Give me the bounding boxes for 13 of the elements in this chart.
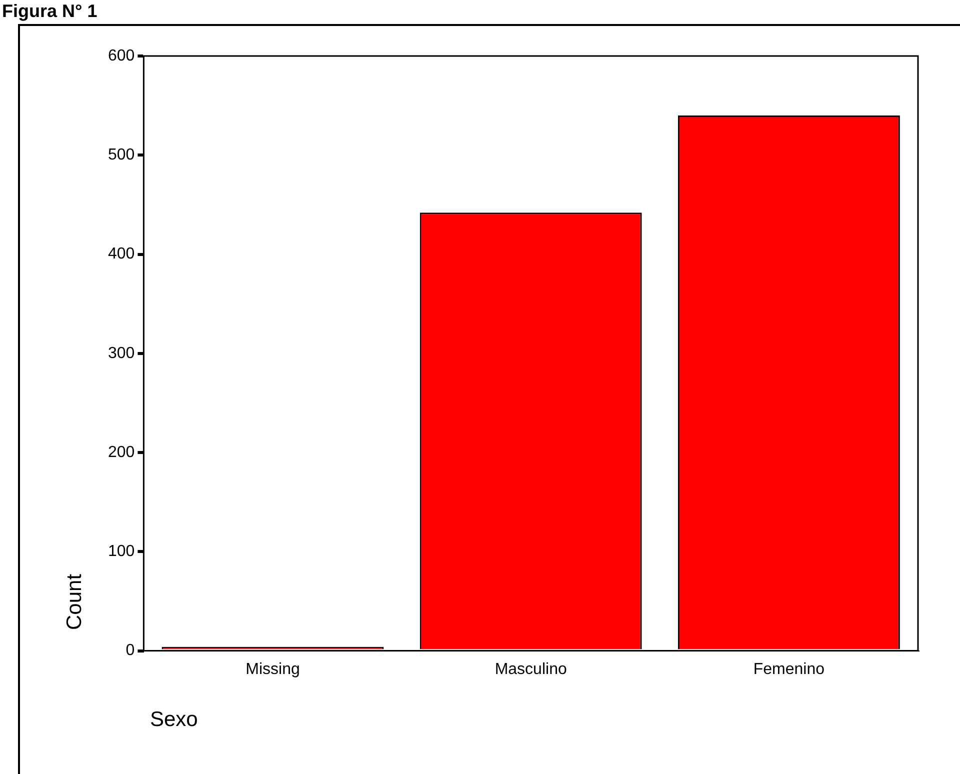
y-tick-label: 400 <box>108 246 135 263</box>
chart-title: Figura N° 1 <box>2 1 98 21</box>
y-axis-title: Count <box>62 574 86 630</box>
x-tick-label: Missing <box>246 660 300 678</box>
y-tick-label: 100 <box>108 543 135 560</box>
x-tick-label: Femenino <box>753 660 825 678</box>
y-tick-label: 600 <box>108 47 135 64</box>
y-tick-label: 0 <box>126 642 135 660</box>
x-axis-title: Sexo <box>150 708 198 731</box>
y-tick-label: 300 <box>108 344 135 362</box>
y-tick-label: 200 <box>108 444 135 461</box>
y-tick-label: 500 <box>108 146 135 164</box>
x-tick-label: Masculino <box>494 660 567 678</box>
